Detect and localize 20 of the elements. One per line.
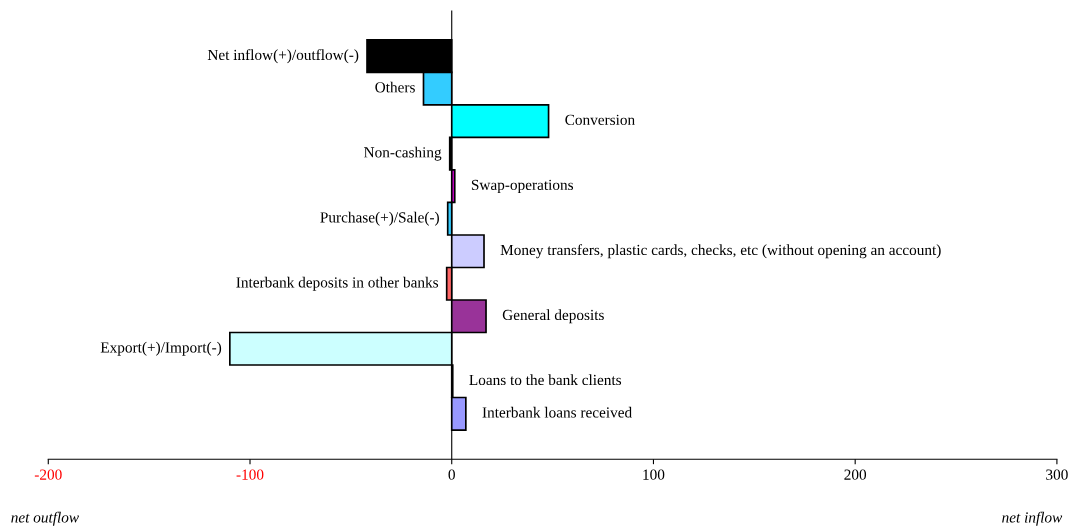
y-tick-label: Others bbox=[375, 81, 415, 93]
y-tick-label: Money transfers, plastic cards, checks, etc (without opening an account) bbox=[500, 244, 941, 259]
y-tick-label: Interbank loans received bbox=[482, 406, 632, 418]
y-tick-label: General deposits bbox=[502, 309, 604, 324]
y-tick-label: Export(+)/Import(-) bbox=[100, 341, 222, 356]
x-tick-label: 100 bbox=[643, 469, 665, 480]
y-tick-label: Net inflow(+)/outflow(-) bbox=[207, 49, 359, 64]
x-tick-label: 200 bbox=[844, 469, 867, 480]
text: net inflow bbox=[1002, 511, 1063, 526]
y-tick-label: Swap-operations bbox=[471, 179, 574, 194]
x-tick-label: -100 bbox=[236, 469, 264, 480]
text: net outflow bbox=[11, 511, 79, 526]
y-tick-label: Non-cashing bbox=[364, 146, 442, 161]
x-tick-label: 300 bbox=[1046, 469, 1068, 480]
x-tick-label: 0 bbox=[448, 469, 455, 480]
x-tick-label: -200 bbox=[34, 469, 62, 480]
y-tick-label: Loans to the bank clients bbox=[469, 374, 622, 386]
y-tick-label: Interbank deposits in other banks bbox=[236, 276, 439, 291]
y-tick-label: Conversion bbox=[565, 114, 635, 125]
y-tick-label: Purchase(+)/Sale(-) bbox=[320, 211, 439, 226]
